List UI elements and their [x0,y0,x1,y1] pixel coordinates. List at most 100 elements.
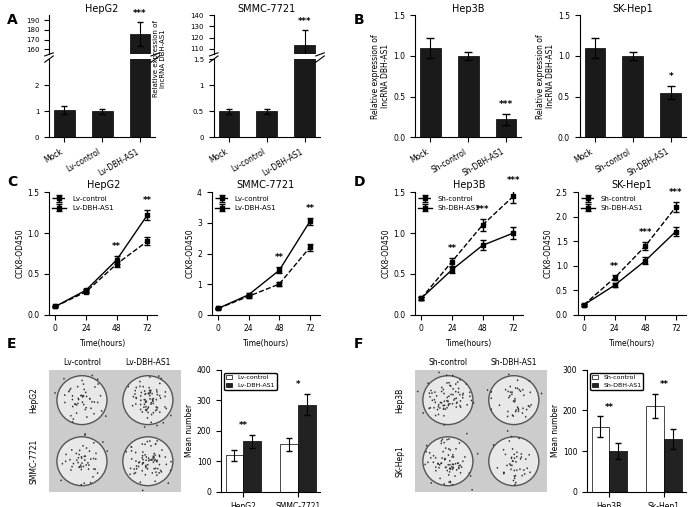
Ellipse shape [512,480,514,482]
Ellipse shape [80,466,82,468]
Text: *: * [296,380,300,389]
Ellipse shape [438,467,440,468]
Ellipse shape [518,409,519,411]
Text: A: A [7,13,18,27]
Ellipse shape [449,403,451,405]
Ellipse shape [512,414,513,416]
Ellipse shape [145,464,147,466]
Ellipse shape [141,411,143,413]
Ellipse shape [149,440,150,442]
Ellipse shape [460,472,461,474]
Ellipse shape [144,443,146,445]
Text: *: * [668,72,673,81]
Ellipse shape [154,480,156,482]
Ellipse shape [79,449,81,451]
Ellipse shape [83,395,84,396]
Ellipse shape [438,404,440,406]
Ellipse shape [466,404,468,406]
Ellipse shape [156,389,158,391]
Ellipse shape [426,445,428,447]
Ellipse shape [442,405,444,406]
Ellipse shape [155,410,157,412]
Ellipse shape [448,474,449,476]
Ellipse shape [152,400,154,402]
Ellipse shape [457,462,458,464]
Text: B: B [354,13,364,27]
Ellipse shape [69,459,71,461]
Ellipse shape [511,464,512,466]
Ellipse shape [144,393,146,395]
Ellipse shape [508,396,510,399]
Ellipse shape [68,391,69,392]
Ellipse shape [464,456,466,458]
Text: Hep3B: Hep3B [395,387,405,413]
Ellipse shape [496,467,498,469]
Ellipse shape [429,452,430,454]
Legend: Sh-control, Sh-DBH-AS1: Sh-control, Sh-DBH-AS1 [590,373,643,390]
Ellipse shape [90,482,92,484]
Ellipse shape [430,407,431,409]
Ellipse shape [514,457,515,459]
Bar [281,445,298,492]
Ellipse shape [452,467,454,469]
Ellipse shape [164,406,166,408]
Ellipse shape [130,474,131,475]
Ellipse shape [452,468,453,470]
Ellipse shape [91,401,93,403]
Ellipse shape [80,456,82,458]
Ellipse shape [438,372,440,373]
Bar [458,56,479,137]
Ellipse shape [73,463,74,464]
Legend: Sh-control, Sh-DBH-AS1: Sh-control, Sh-DBH-AS1 [581,196,643,211]
Ellipse shape [456,402,458,403]
Ellipse shape [94,401,95,403]
Ellipse shape [136,397,137,399]
Ellipse shape [105,415,106,417]
Text: ***: *** [476,205,489,214]
Ellipse shape [452,454,454,456]
Ellipse shape [131,446,132,448]
Ellipse shape [81,380,83,381]
Ellipse shape [514,478,515,479]
Ellipse shape [77,462,79,463]
Ellipse shape [514,411,517,412]
Ellipse shape [461,466,463,468]
Ellipse shape [144,390,146,392]
Ellipse shape [437,409,438,411]
Ellipse shape [443,483,445,485]
Ellipse shape [144,404,146,405]
Ellipse shape [134,393,136,395]
Text: C: C [7,175,18,189]
Ellipse shape [149,376,150,378]
Ellipse shape [156,461,158,463]
Ellipse shape [148,457,149,459]
Ellipse shape [511,456,512,458]
Ellipse shape [85,447,88,449]
Ellipse shape [153,397,154,400]
Ellipse shape [64,402,66,404]
Ellipse shape [445,466,447,468]
Ellipse shape [134,472,136,474]
Ellipse shape [141,457,143,459]
Ellipse shape [517,408,519,409]
Ellipse shape [165,408,167,410]
Ellipse shape [447,454,449,456]
Ellipse shape [90,408,92,409]
Bar [130,0,150,137]
Ellipse shape [463,392,464,394]
Ellipse shape [449,464,451,466]
Ellipse shape [145,393,146,394]
Ellipse shape [62,463,63,464]
Ellipse shape [486,389,489,391]
Ellipse shape [431,392,433,394]
Ellipse shape [512,448,513,450]
Ellipse shape [444,401,445,402]
Ellipse shape [435,402,436,403]
Title: SK-Hep1: SK-Hep1 [611,180,652,190]
Ellipse shape [153,461,154,463]
Ellipse shape [525,458,526,460]
Ellipse shape [157,407,158,409]
Ellipse shape [434,391,435,393]
Ellipse shape [457,462,459,464]
X-axis label: Time(hours): Time(hours) [243,339,289,348]
